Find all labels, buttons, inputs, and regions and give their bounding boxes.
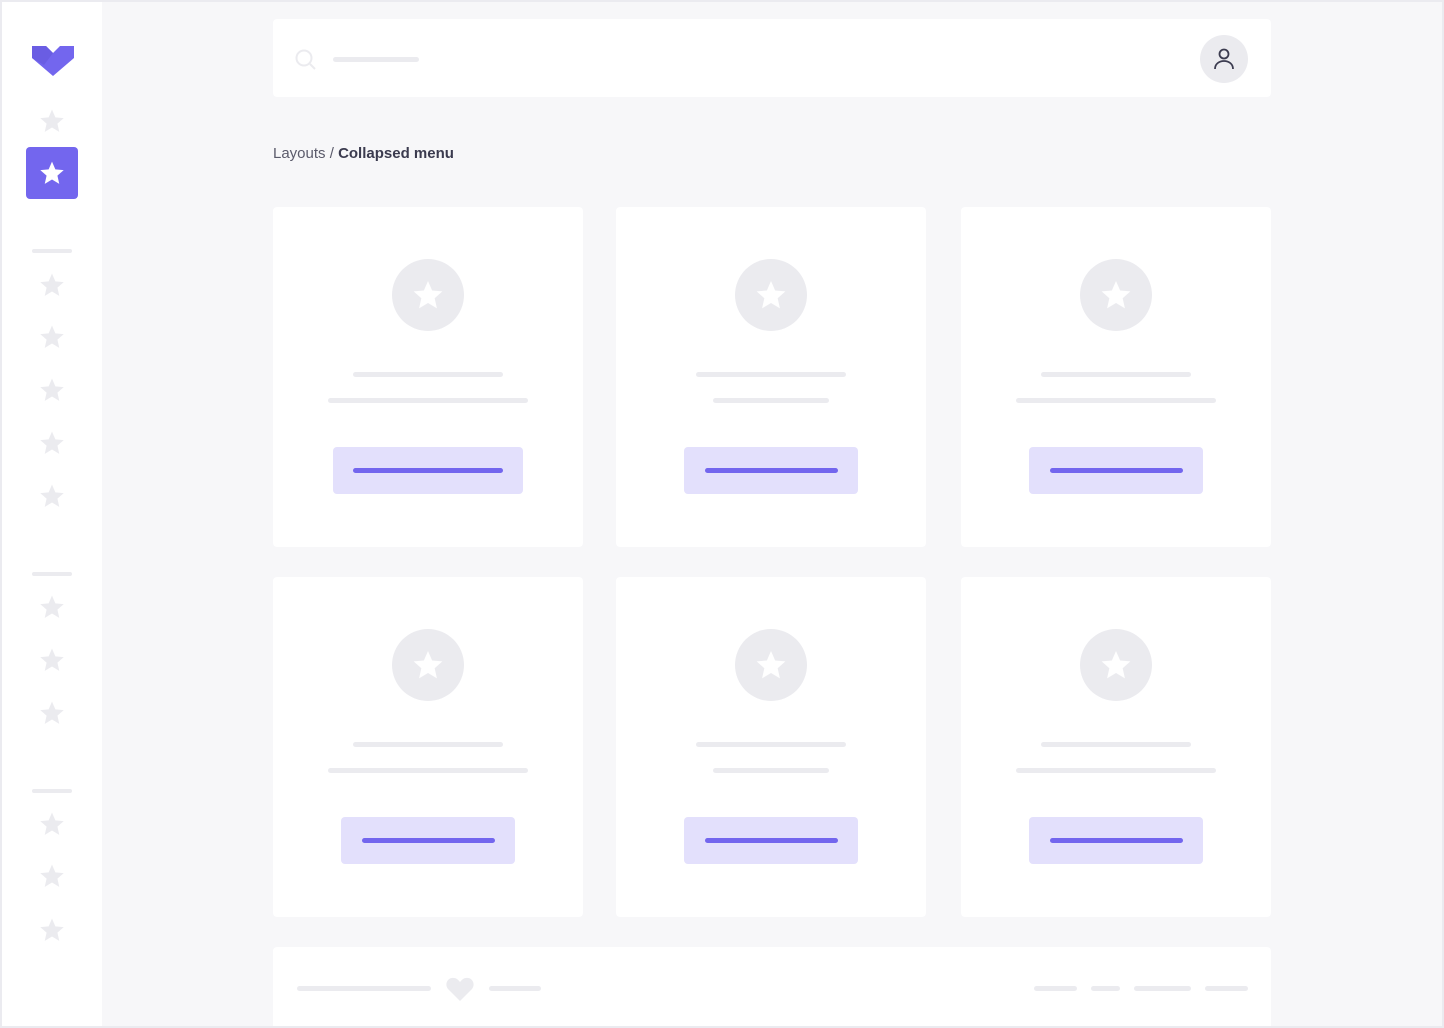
sidebar-item[interactable]	[39, 700, 65, 726]
card-button[interactable]	[341, 817, 515, 864]
star-icon	[40, 273, 64, 296]
card-title	[353, 372, 503, 377]
footer-text	[297, 986, 431, 991]
sidebar-item-active[interactable]	[26, 147, 78, 199]
star-icon	[40, 595, 64, 618]
star-icon	[40, 812, 64, 835]
sidebar-item[interactable]	[39, 917, 65, 943]
card-title	[696, 372, 846, 377]
star-icon	[756, 281, 786, 309]
content-card	[273, 577, 583, 917]
star-icon	[756, 651, 786, 679]
content-card	[616, 577, 926, 917]
card-image	[392, 259, 464, 331]
breadcrumb-current: Collapsed menu	[338, 145, 454, 162]
sidebar	[2, 2, 102, 1026]
content-card	[961, 577, 1271, 917]
search-input[interactable]	[333, 57, 419, 62]
sidebar-item[interactable]	[39, 863, 65, 889]
star-icon	[40, 484, 64, 507]
footer-link[interactable]	[1134, 986, 1191, 991]
sidebar-divider	[32, 249, 72, 253]
card-button[interactable]	[1029, 447, 1203, 494]
card-text	[713, 398, 829, 403]
star-icon	[1101, 281, 1131, 309]
card-title	[1041, 742, 1191, 747]
star-icon	[40, 161, 64, 184]
sidebar-item[interactable]	[39, 430, 65, 456]
sidebar-item[interactable]	[39, 272, 65, 298]
top-bar	[273, 19, 1271, 97]
footer-link[interactable]	[1091, 986, 1120, 991]
search-icon[interactable]	[295, 49, 317, 71]
card-title	[353, 742, 503, 747]
card-button[interactable]	[1029, 817, 1203, 864]
card-image	[1080, 629, 1152, 701]
footer	[273, 947, 1271, 1026]
card-button[interactable]	[684, 447, 858, 494]
card-image	[735, 259, 807, 331]
breadcrumb-separator: /	[325, 145, 339, 162]
card-title	[696, 742, 846, 747]
star-icon	[40, 864, 64, 887]
footer-text	[489, 986, 541, 991]
card-title	[1041, 372, 1191, 377]
star-icon	[40, 648, 64, 671]
sidebar-item[interactable]	[39, 377, 65, 403]
star-icon	[40, 325, 64, 348]
footer-link[interactable]	[1205, 986, 1248, 991]
logo-icon[interactable]	[32, 46, 74, 76]
sidebar-item[interactable]	[39, 483, 65, 509]
card-text	[1016, 768, 1216, 773]
sidebar-item[interactable]	[39, 594, 65, 620]
user-avatar[interactable]	[1200, 35, 1248, 83]
card-text	[328, 768, 528, 773]
card-image	[735, 629, 807, 701]
card-image	[392, 629, 464, 701]
sidebar-divider	[32, 572, 72, 576]
sidebar-item[interactable]	[39, 811, 65, 837]
heart-icon	[446, 977, 474, 1001]
star-icon	[40, 109, 64, 132]
breadcrumb-parent[interactable]: Layouts	[273, 145, 326, 162]
sidebar-item[interactable]	[39, 108, 65, 134]
star-icon	[40, 378, 64, 401]
star-icon	[413, 651, 443, 679]
star-icon	[1101, 651, 1131, 679]
user-icon	[1214, 48, 1234, 70]
card-button[interactable]	[684, 817, 858, 864]
content-card	[616, 207, 926, 547]
content-card	[961, 207, 1271, 547]
card-text	[1016, 398, 1216, 403]
sidebar-item[interactable]	[39, 324, 65, 350]
star-icon	[40, 431, 64, 454]
sidebar-item[interactable]	[39, 647, 65, 673]
sidebar-divider	[32, 789, 72, 793]
content-card	[273, 207, 583, 547]
card-image	[1080, 259, 1152, 331]
card-button[interactable]	[333, 447, 523, 494]
star-icon	[40, 918, 64, 941]
footer-link[interactable]	[1034, 986, 1077, 991]
star-icon	[413, 281, 443, 309]
card-text	[713, 768, 829, 773]
breadcrumb: Layouts / Collapsed menu	[273, 145, 454, 162]
star-icon	[40, 701, 64, 724]
card-text	[328, 398, 528, 403]
